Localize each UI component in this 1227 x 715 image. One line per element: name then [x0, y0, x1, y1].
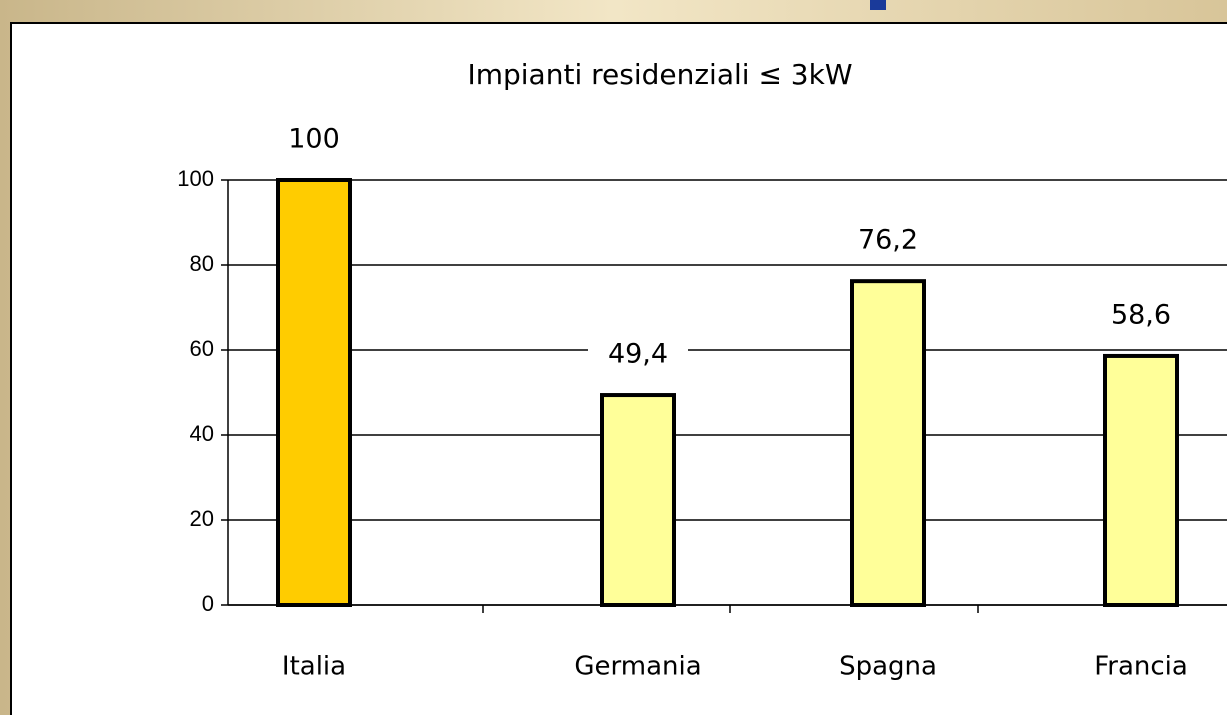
x-tick-label: Germania: [574, 652, 701, 682]
y-tick-label: 60: [190, 336, 214, 361]
chart-title: Impianti residenziali ≤ 3kW: [467, 58, 852, 91]
bar: [850, 279, 926, 607]
y-tick-label: 100: [177, 166, 214, 191]
x-tick-label: Spagna: [839, 652, 937, 682]
x-tick-label: Francia: [1094, 652, 1188, 682]
value-label: 49,4: [608, 339, 668, 370]
x-tick-label: Italia: [282, 652, 346, 682]
label-bg: [838, 221, 938, 262]
value-label: 58,6: [1111, 299, 1171, 330]
value-label: 76,2: [858, 225, 918, 256]
y-tick-label: 20: [190, 506, 214, 531]
bar: [276, 178, 352, 607]
y-tick-label: 80: [190, 251, 214, 276]
label-bg: [588, 335, 688, 376]
label-bg: [1091, 295, 1191, 336]
label-bg: [264, 120, 364, 160]
value-label: 100: [288, 124, 340, 155]
decoration: [870, 0, 886, 10]
bar: [1103, 353, 1179, 608]
y-tick-label: 40: [190, 421, 214, 446]
y-tick-label: 0: [202, 591, 214, 616]
bar: [600, 393, 676, 607]
